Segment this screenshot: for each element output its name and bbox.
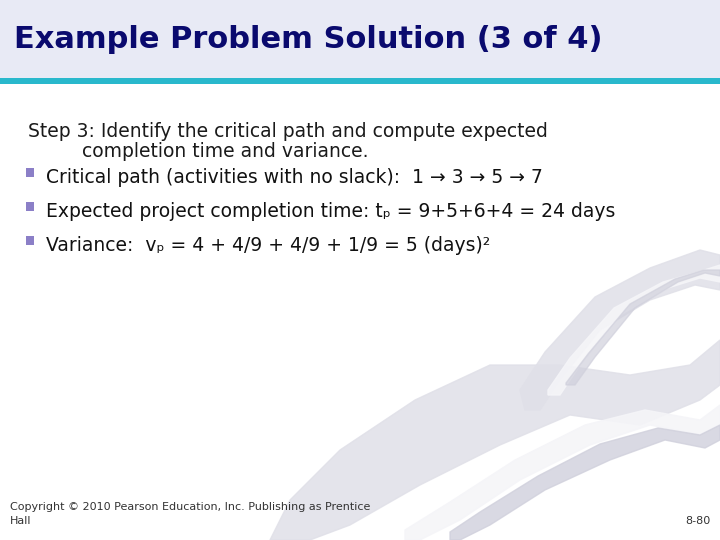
Polygon shape bbox=[566, 270, 720, 385]
Polygon shape bbox=[450, 425, 720, 540]
Text: Copyright © 2010 Pearson Education, Inc. Publishing as Prentice: Copyright © 2010 Pearson Education, Inc.… bbox=[10, 502, 370, 512]
Polygon shape bbox=[405, 405, 720, 540]
Text: Example Problem Solution (3 of 4): Example Problem Solution (3 of 4) bbox=[14, 24, 603, 53]
Bar bbox=[0, 0, 720, 78]
Text: Expected project completion time: tₚ = 9+5+6+4 = 24 days: Expected project completion time: tₚ = 9… bbox=[46, 202, 616, 221]
Text: Step 3: Identify the critical path and compute expected: Step 3: Identify the critical path and c… bbox=[28, 122, 548, 141]
Bar bbox=[26, 236, 34, 245]
Bar bbox=[0, 78, 720, 84]
Bar bbox=[26, 168, 34, 177]
Text: Variance:  vₚ = 4 + 4/9 + 4/9 + 1/9 = 5 (days)²: Variance: vₚ = 4 + 4/9 + 4/9 + 1/9 = 5 (… bbox=[46, 236, 490, 255]
Polygon shape bbox=[270, 340, 720, 540]
Text: Critical path (activities with no slack):  1 → 3 → 5 → 7: Critical path (activities with no slack)… bbox=[46, 168, 543, 187]
Text: 8-80: 8-80 bbox=[685, 516, 710, 526]
Text: completion time and variance.: completion time and variance. bbox=[28, 142, 369, 161]
Polygon shape bbox=[520, 250, 720, 410]
Polygon shape bbox=[548, 265, 720, 395]
Bar bbox=[26, 202, 34, 211]
Text: Hall: Hall bbox=[10, 516, 32, 526]
